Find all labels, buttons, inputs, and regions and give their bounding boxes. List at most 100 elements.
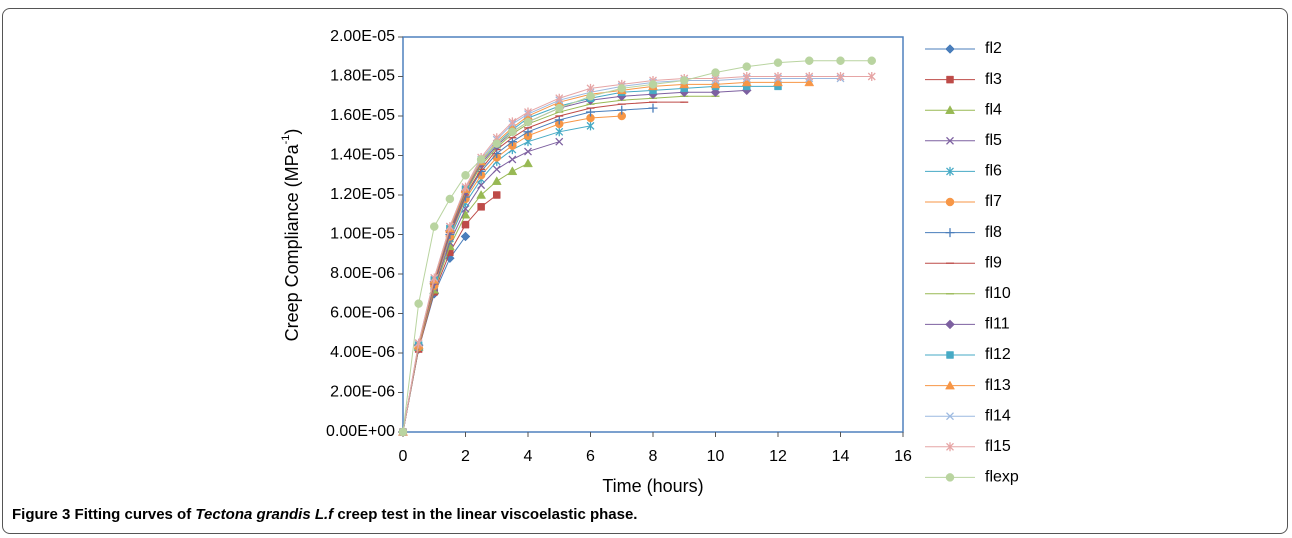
- y-axis-title-main: Creep Compliance (MPa: [282, 143, 302, 341]
- series-line: [402, 95, 716, 433]
- marker: [461, 182, 470, 192]
- x-axis-title: Time (hours): [602, 476, 703, 496]
- marker: [477, 203, 485, 211]
- marker: [867, 72, 876, 81]
- chart: Time (hours) Creep Compliance (MPa-1) 0.…: [280, 28, 1019, 496]
- x-tick-label: 10: [707, 448, 725, 465]
- legend-marker: [945, 44, 955, 54]
- y-tick-label: 1.80E-05: [330, 68, 395, 85]
- marker: [461, 171, 470, 180]
- marker: [617, 84, 627, 93]
- y-tick-label: 4.00E-06: [330, 344, 395, 361]
- legend-marker: [945, 319, 955, 330]
- series-line: [402, 77, 841, 433]
- marker: [507, 137, 517, 147]
- legend-marker: [946, 412, 954, 421]
- marker: [523, 127, 533, 137]
- y-tick-label: 6.00E-06: [330, 305, 395, 322]
- legend-marker: [945, 473, 955, 482]
- marker: [492, 139, 502, 148]
- x-tick-label: 4: [524, 448, 533, 465]
- legend-label: fl14: [985, 407, 1011, 424]
- legend-marker: [946, 442, 954, 452]
- marker: [586, 113, 595, 123]
- marker: [460, 231, 471, 242]
- marker: [445, 194, 455, 204]
- legend-label: flexp: [985, 469, 1019, 486]
- legend-marker: [946, 75, 954, 84]
- marker: [741, 77, 752, 87]
- marker: [555, 137, 564, 146]
- marker: [491, 176, 502, 185]
- legend-label: fl11: [985, 316, 1010, 333]
- y-tick-label: 2.00E-06: [330, 384, 395, 401]
- marker: [586, 92, 595, 101]
- caption-label: Figure 3: [12, 506, 71, 523]
- marker: [507, 166, 518, 176]
- legend-label: fl2: [985, 40, 1002, 57]
- x-tick-label: 8: [649, 448, 658, 465]
- series-line: [402, 89, 747, 433]
- marker: [679, 76, 689, 85]
- legend-marker: [946, 166, 954, 176]
- marker: [555, 127, 564, 137]
- legend-marker: [946, 351, 954, 359]
- x-tick-label: 0: [399, 448, 408, 465]
- series-line: [402, 236, 466, 433]
- marker: [867, 56, 877, 65]
- x-tick-label: 6: [586, 448, 595, 465]
- marker: [524, 107, 532, 117]
- legend-label: fl13: [985, 377, 1011, 394]
- marker: [476, 189, 487, 199]
- marker: [524, 147, 532, 156]
- marker: [648, 80, 658, 89]
- y-axis-title: Creep Compliance (MPa-1): [280, 129, 302, 342]
- legend-label: fl6: [985, 163, 1002, 180]
- y-axis-title-sup: -1: [280, 135, 292, 145]
- legend-label: fl3: [985, 71, 1002, 88]
- marker: [836, 72, 845, 81]
- legend-label: fl10: [985, 285, 1011, 302]
- marker: [774, 72, 782, 81]
- x-tick-label: 16: [894, 448, 912, 465]
- legend-label: fl4: [985, 101, 1002, 118]
- caption-italic: Tectona grandis L.f: [195, 506, 334, 523]
- legend-label: fl7: [985, 193, 1002, 210]
- marker: [492, 165, 501, 174]
- marker: [430, 273, 439, 283]
- marker: [648, 103, 658, 113]
- marker: [711, 68, 720, 77]
- marker: [742, 72, 751, 81]
- marker: [493, 191, 501, 199]
- y-tick-label: 8.00E-06: [330, 265, 395, 282]
- marker: [523, 117, 533, 127]
- x-tick-label: 12: [769, 448, 787, 465]
- y-tick-label: 2.00E-05: [330, 28, 395, 45]
- marker: [398, 427, 408, 437]
- figure-frame: [2, 8, 1288, 534]
- marker: [773, 77, 783, 87]
- marker: [554, 103, 564, 113]
- series-line: [402, 76, 872, 433]
- marker: [429, 222, 439, 231]
- marker: [554, 115, 564, 125]
- legend-marker: [945, 380, 955, 390]
- legend-label: fl12: [985, 346, 1011, 363]
- y-tick-label: 1.20E-05: [330, 186, 395, 203]
- series-line: [402, 101, 685, 433]
- marker: [742, 62, 752, 71]
- marker: [773, 58, 783, 67]
- legend-marker: [946, 136, 954, 145]
- legend-label: fl5: [985, 132, 1002, 149]
- legend-marker: [945, 228, 955, 238]
- marker: [617, 105, 627, 115]
- x-tick-label: 2: [461, 448, 470, 465]
- marker: [445, 222, 454, 232]
- caption: Figure 3 Fitting curves of Tectona grand…: [12, 506, 637, 523]
- marker: [586, 121, 595, 131]
- series-line: [402, 85, 778, 433]
- y-tick-label: 1.00E-05: [330, 226, 395, 243]
- marker: [710, 79, 721, 89]
- series-line: [402, 81, 810, 433]
